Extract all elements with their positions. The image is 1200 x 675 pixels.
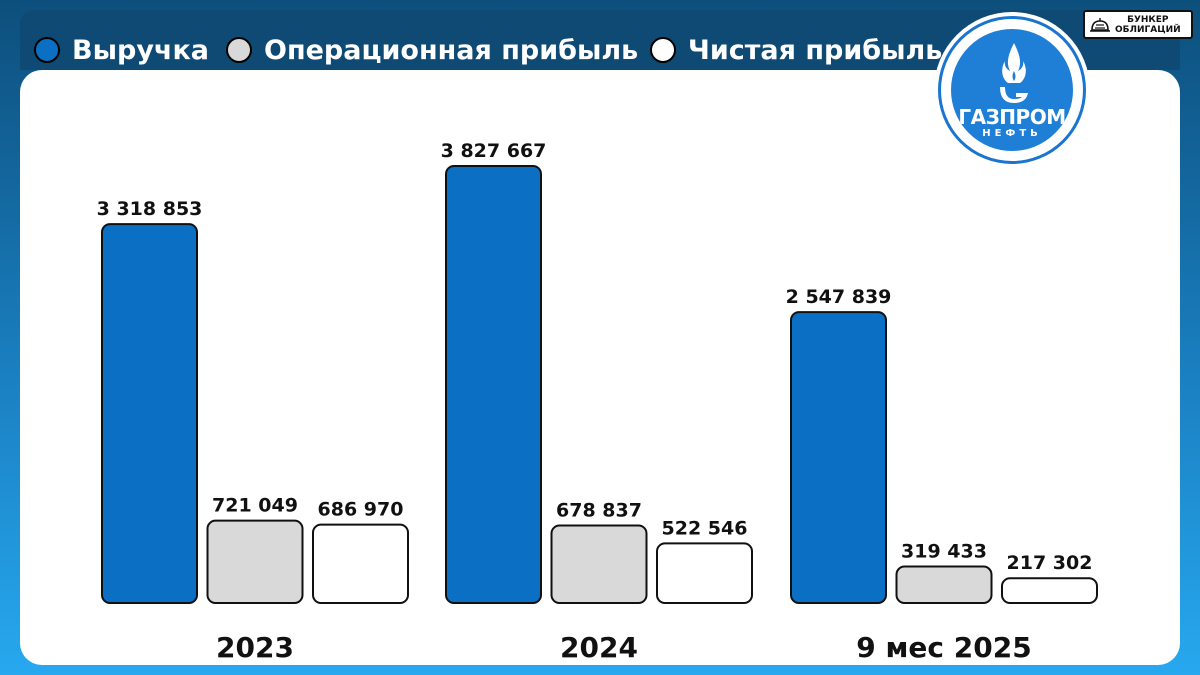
data-label-2-1: 319 433 [901, 541, 987, 563]
bar-0-0 [101, 223, 198, 604]
brand-line-2: ОБЛИГАЦИЙ [1115, 24, 1181, 35]
legend-item-revenue: Выручка [34, 30, 209, 70]
category-label-2: 9 мес 2025 [856, 631, 1031, 664]
legend-item-operating-profit: Операционная прибыль [226, 30, 638, 70]
legend-swatch-revenue [34, 37, 60, 63]
bar-1-1 [550, 524, 648, 604]
data-label-1-2: 522 546 [662, 517, 748, 539]
legend-label-revenue: Выручка [72, 34, 210, 66]
data-label-0-2: 686 970 [318, 499, 404, 521]
legend-swatch-operating-profit [226, 37, 252, 63]
legend-swatch-net-profit [650, 37, 676, 63]
brand-line-1: БУНКЕР [1127, 14, 1169, 25]
bar-2-1 [895, 565, 993, 604]
category-label-0: 2023 [216, 631, 294, 664]
bunker-icon [1090, 17, 1110, 32]
bar-1-2 [656, 542, 753, 605]
logo-word-1: ГАЗПРОМ [958, 105, 1066, 129]
company-logo: ГАЗПРОМ НЕФТЬ [938, 16, 1086, 164]
brand-badge: БУНКЕР ОБЛИГАЦИЙ [1083, 10, 1193, 39]
bar-0-2 [312, 523, 409, 604]
bar-chart: 3 318 853 721 049 686 970 2023 3 827 667 678 … [97, 140, 1098, 664]
data-label-1-1: 678 837 [556, 499, 642, 521]
bar-1-0 [445, 165, 542, 604]
bar-2-2 [1001, 577, 1098, 604]
bar-2-0 [790, 311, 887, 605]
brand-text: БУНКЕР ОБЛИГАЦИЙ [1115, 15, 1181, 35]
data-label-0-0: 3 318 853 [97, 198, 203, 220]
legend-item-net-profit: Чистая прибыль [650, 30, 942, 70]
bar-0-1 [206, 519, 304, 605]
data-label-1-0: 3 827 667 [441, 140, 547, 162]
data-label-0-1: 721 049 [212, 495, 298, 517]
logo-word-2: НЕФТЬ [982, 128, 1042, 139]
gas-flame-icon [1000, 43, 1028, 103]
category-label-1: 2024 [560, 631, 638, 664]
data-label-2-0: 2 547 839 [786, 286, 892, 308]
logo-badge: ГАЗПРОМ НЕФТЬ [949, 27, 1075, 153]
data-label-2-2: 217 302 [1007, 552, 1093, 574]
chart-panel: 3 318 853 721 049 686 970 2023 3 827 667 678 … [20, 70, 1180, 665]
legend-label-operating-profit: Операционная прибыль [264, 34, 639, 66]
legend-label-net-profit: Чистая прибыль [688, 34, 943, 66]
